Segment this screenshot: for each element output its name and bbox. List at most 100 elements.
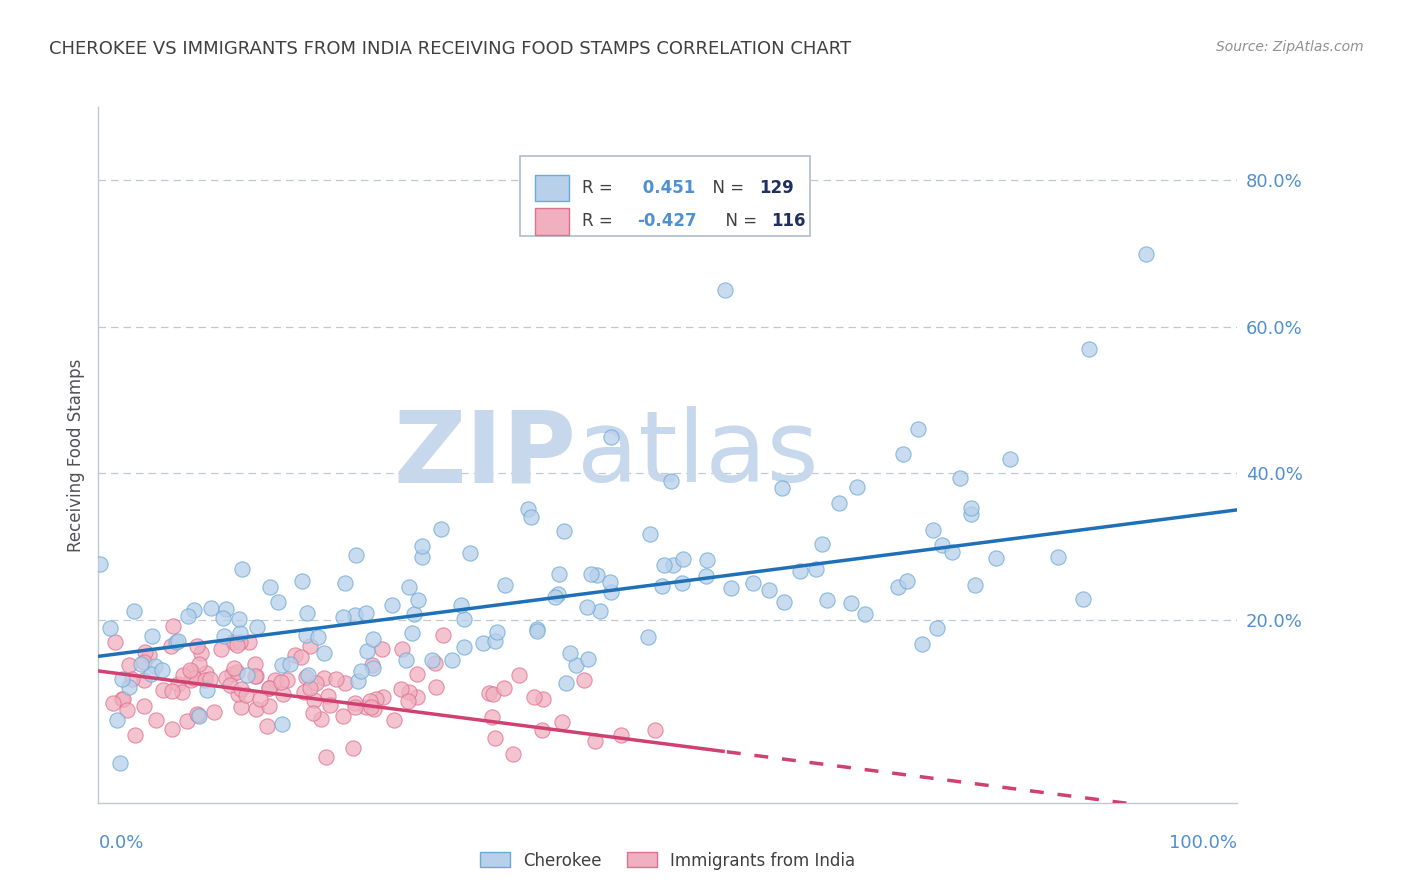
Point xyxy=(406,667,429,681)
Point xyxy=(770,481,793,495)
Point xyxy=(356,607,378,621)
Point xyxy=(143,658,166,673)
Point xyxy=(960,507,983,521)
Text: Source: ZipAtlas.com: Source: ZipAtlas.com xyxy=(1216,40,1364,54)
Point xyxy=(484,731,506,745)
Point xyxy=(661,558,683,572)
Point xyxy=(637,631,659,645)
Point xyxy=(585,734,607,748)
Point xyxy=(484,634,506,648)
Point xyxy=(183,671,205,685)
Point xyxy=(152,683,174,698)
Point xyxy=(481,710,503,724)
Point xyxy=(572,673,595,687)
Point xyxy=(186,707,208,722)
Point xyxy=(551,715,574,730)
Point xyxy=(270,657,292,672)
Point xyxy=(853,607,876,621)
Point xyxy=(115,703,138,717)
Text: R =: R = xyxy=(582,178,619,197)
Point xyxy=(828,495,851,509)
Point xyxy=(295,670,318,684)
Point xyxy=(354,700,377,714)
Point xyxy=(245,669,267,683)
Point xyxy=(257,681,280,696)
Point xyxy=(108,756,131,770)
Point xyxy=(695,569,717,583)
Legend: Cherokee, Immigrants from India: Cherokee, Immigrants from India xyxy=(472,843,863,878)
Point xyxy=(333,675,356,690)
Point xyxy=(118,681,141,695)
Point xyxy=(179,663,201,677)
Point xyxy=(121,672,143,686)
Point xyxy=(720,581,742,595)
Point xyxy=(482,687,505,701)
Point xyxy=(576,652,599,666)
Text: 100.0%: 100.0% xyxy=(1170,834,1237,852)
Point xyxy=(231,562,253,576)
Point xyxy=(150,664,173,678)
Point xyxy=(187,707,209,722)
Point xyxy=(271,717,294,731)
Point xyxy=(441,653,464,667)
Point xyxy=(134,645,156,659)
Point xyxy=(523,690,546,705)
Point xyxy=(202,706,225,720)
Point xyxy=(741,576,763,591)
Point xyxy=(492,681,515,695)
Point xyxy=(118,658,141,673)
Point xyxy=(141,629,163,643)
Point xyxy=(226,687,249,701)
Point xyxy=(332,609,354,624)
Point xyxy=(547,587,569,601)
Point xyxy=(411,550,433,565)
Point xyxy=(575,600,598,615)
Point xyxy=(214,629,236,643)
Point xyxy=(887,580,910,594)
Text: 0.0%: 0.0% xyxy=(98,834,143,852)
Point xyxy=(1135,246,1157,260)
Point xyxy=(891,447,914,461)
Point xyxy=(238,635,260,649)
Point xyxy=(243,668,266,682)
Point xyxy=(839,596,862,610)
Text: atlas: atlas xyxy=(576,407,818,503)
Point xyxy=(215,602,238,616)
Point xyxy=(305,676,328,690)
Point xyxy=(186,639,208,653)
Point xyxy=(295,628,318,642)
Point xyxy=(485,624,508,639)
Point xyxy=(301,706,323,720)
Point xyxy=(89,557,111,571)
Point xyxy=(134,673,156,687)
Point xyxy=(228,612,250,626)
Point xyxy=(278,657,301,671)
Point xyxy=(312,646,335,660)
Point xyxy=(350,664,373,678)
Point xyxy=(659,474,682,488)
Point xyxy=(896,574,918,589)
Point xyxy=(276,673,298,688)
Point xyxy=(160,683,183,698)
Point xyxy=(599,575,621,590)
Point xyxy=(264,673,287,687)
Point xyxy=(209,641,232,656)
Point xyxy=(104,635,127,649)
Point xyxy=(579,567,602,582)
Point xyxy=(921,523,943,537)
Point xyxy=(420,653,443,667)
Point xyxy=(356,643,378,657)
Point xyxy=(162,618,184,632)
Point xyxy=(111,692,134,706)
Text: 116: 116 xyxy=(772,212,806,230)
Point xyxy=(651,579,673,593)
Point xyxy=(450,599,472,613)
Point xyxy=(188,657,211,672)
Point xyxy=(654,558,676,572)
Point xyxy=(366,692,388,706)
Point xyxy=(371,690,394,704)
Point xyxy=(271,687,294,701)
Point xyxy=(172,668,194,682)
Point xyxy=(259,580,281,594)
Point xyxy=(998,451,1021,466)
